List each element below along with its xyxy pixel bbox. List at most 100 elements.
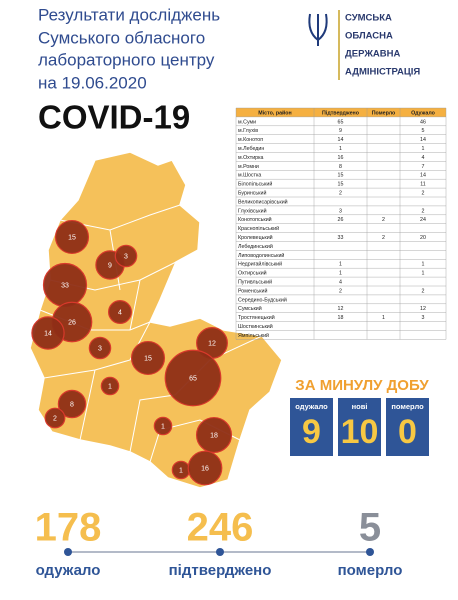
table-cell: Кролевецький xyxy=(238,234,273,241)
table-cell: 26 xyxy=(338,217,344,223)
bubble-label: 33 xyxy=(61,282,69,289)
trident-emblem xyxy=(308,13,328,46)
table-cell: 2 xyxy=(422,288,425,294)
case-bubble xyxy=(100,376,120,396)
total-value: 5 xyxy=(359,506,381,550)
daily-box-label: померло xyxy=(391,402,424,411)
table-cell: 3 xyxy=(422,315,425,321)
table-cell: Липоводолинський xyxy=(238,252,284,259)
table-cell: 24 xyxy=(420,217,426,223)
bubble-label: 26 xyxy=(68,319,76,326)
table-cell: м.Лебедин xyxy=(238,146,264,152)
table-cell: 15 xyxy=(338,173,344,179)
daily-box-value: 9 xyxy=(302,413,321,451)
table-cell: Ямпільський xyxy=(238,332,269,339)
table-header-cell: Місто, район xyxy=(258,109,291,116)
bubble-label: 2 xyxy=(53,415,57,422)
table-header-cell: Підтверджено xyxy=(322,110,360,116)
table-cell: Глухівський xyxy=(238,207,267,214)
table-cell: 4 xyxy=(422,155,425,161)
table-cell: 1 xyxy=(339,271,342,277)
table-cell: 14 xyxy=(420,173,426,179)
total-label: одужало xyxy=(36,562,101,579)
table-cell: Охтирський xyxy=(238,270,267,277)
table-header-cell: Одужало xyxy=(411,110,435,116)
bubble-label: 12 xyxy=(208,340,216,347)
title-line: Результати досліджень xyxy=(38,5,220,24)
table-cell: м.Шостка xyxy=(238,173,261,179)
table-cell: 12 xyxy=(338,306,344,312)
table-cell: 16 xyxy=(338,155,344,161)
table-cell: 1 xyxy=(422,146,425,152)
table-cell: м.Глухів xyxy=(238,128,258,134)
case-bubble xyxy=(114,244,138,268)
title-line: Сумського обласного xyxy=(38,28,205,47)
bubble-label: 1 xyxy=(161,423,165,430)
title-line: на 19.06.2020 xyxy=(38,73,147,92)
table-cell: Лебединський xyxy=(238,243,273,250)
logo-line: СУМСЬКА xyxy=(345,13,392,24)
bubble-label: 1 xyxy=(179,467,183,474)
table-cell: 2 xyxy=(422,190,425,196)
case-bubble xyxy=(44,407,66,429)
timeline-dot xyxy=(366,548,374,556)
table-cell: 2 xyxy=(382,217,385,223)
table-cell: 7 xyxy=(422,164,425,170)
daily-box xyxy=(290,398,333,456)
table-cell: Великописарівський xyxy=(238,198,288,205)
table-cell: 2 xyxy=(339,190,342,196)
table-cell: 9 xyxy=(339,128,342,134)
map-shape xyxy=(29,151,283,489)
case-bubble xyxy=(107,300,132,325)
table-cell: 14 xyxy=(338,137,344,143)
table-cell: 18 xyxy=(338,315,344,321)
total-value: 246 xyxy=(187,506,254,550)
logo-line: ДЕРЖАВНА xyxy=(345,49,400,60)
table-cell: 1 xyxy=(382,315,385,321)
daily-box-value: 10 xyxy=(341,413,379,451)
case-bubble xyxy=(54,219,90,255)
case-bubble xyxy=(164,349,222,407)
table-cell: Путивльський xyxy=(238,278,272,285)
table-cell: 4 xyxy=(339,279,342,285)
table-cell: Буринський xyxy=(238,189,266,196)
bubble-label: 14 xyxy=(44,330,52,337)
total-label: підтверджено xyxy=(169,562,272,579)
table-cell: 1 xyxy=(339,262,342,268)
table-cell: 46 xyxy=(420,119,426,125)
table-cell: Білопільський xyxy=(238,181,272,188)
table-cell: 5 xyxy=(422,128,425,134)
case-bubble xyxy=(57,389,87,419)
headline: COVID-19 xyxy=(38,99,190,136)
bubble-label: 65 xyxy=(189,375,197,382)
table-cell: Тростянецький xyxy=(238,314,275,321)
table-cell: Конотопський xyxy=(238,216,272,223)
table-cell: 2 xyxy=(382,235,385,241)
bubble-label: 15 xyxy=(68,234,76,241)
case-bubble xyxy=(153,416,173,436)
bubble-label: 3 xyxy=(98,345,102,352)
daily-box xyxy=(386,398,429,456)
case-bubble xyxy=(195,416,233,454)
table-cell: 2 xyxy=(422,208,425,214)
logo-line: АДМІНІСТРАЦІЯ xyxy=(345,67,420,78)
table-cell: 1 xyxy=(339,146,342,152)
daily-box-label: одужало xyxy=(295,402,328,411)
table-cell: 11 xyxy=(420,182,426,188)
table-cell: 1 xyxy=(422,262,425,268)
table-cell: Сумський xyxy=(238,305,262,312)
case-bubble xyxy=(187,450,223,486)
totals: 178 одужало 246 підтверджено 5 померло xyxy=(35,506,403,579)
table-cell: Середино-Будський xyxy=(238,296,287,303)
bubble-label: 9 xyxy=(108,262,112,269)
case-bubble xyxy=(130,340,166,376)
title-line: лабораторного центру xyxy=(38,50,215,69)
daily-box-label: нові xyxy=(352,402,368,411)
bubble-label: 16 xyxy=(201,465,209,472)
case-bubble xyxy=(88,336,112,360)
case-bubble xyxy=(31,316,65,350)
data-table: Місто, район Підтверджено Померло Одужало м.… xyxy=(235,107,447,340)
timeline-dot xyxy=(64,548,72,556)
total-label: померло xyxy=(338,562,403,579)
